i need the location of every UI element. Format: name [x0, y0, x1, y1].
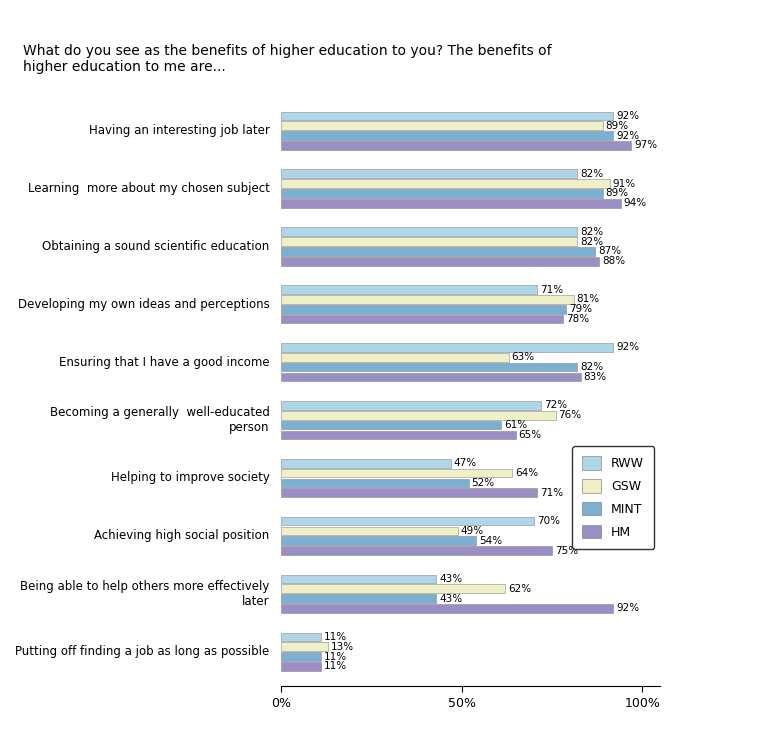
Text: 72%: 72% — [544, 400, 567, 410]
Text: 88%: 88% — [602, 256, 625, 266]
Bar — [281, 170, 577, 178]
Bar — [281, 305, 566, 314]
Text: What do you see as the benefits of higher education to you? The benefits of
high: What do you see as the benefits of highe… — [23, 44, 551, 75]
Bar — [281, 353, 509, 362]
Bar — [281, 604, 613, 613]
Text: 76%: 76% — [559, 410, 581, 420]
Bar — [281, 546, 552, 555]
Bar — [281, 257, 599, 266]
Text: 94%: 94% — [623, 199, 647, 208]
Text: 70%: 70% — [537, 516, 559, 526]
Text: 92%: 92% — [616, 604, 639, 613]
Text: 71%: 71% — [540, 488, 563, 497]
Bar — [281, 537, 476, 545]
Text: 63%: 63% — [512, 352, 534, 362]
Bar — [281, 421, 501, 430]
Bar — [281, 179, 609, 188]
Bar — [281, 373, 581, 382]
Bar — [281, 584, 505, 593]
Bar — [281, 662, 320, 671]
Text: 11%: 11% — [323, 661, 347, 672]
Text: 92%: 92% — [616, 111, 639, 121]
Text: 82%: 82% — [580, 227, 603, 237]
Legend: RWW, GSW, MINT, HM: RWW, GSW, MINT, HM — [572, 446, 654, 548]
Text: 92%: 92% — [616, 342, 639, 353]
Bar — [281, 632, 320, 641]
Bar — [281, 141, 631, 150]
Text: 78%: 78% — [565, 314, 589, 324]
Text: 81%: 81% — [577, 294, 600, 304]
Bar — [281, 314, 562, 323]
Bar — [281, 343, 613, 352]
Text: 11%: 11% — [323, 652, 347, 661]
Text: 62%: 62% — [508, 584, 531, 594]
Text: 47%: 47% — [454, 458, 477, 468]
Text: 91%: 91% — [613, 179, 636, 189]
Bar — [281, 111, 613, 120]
Text: 89%: 89% — [606, 188, 628, 199]
Bar — [281, 199, 621, 207]
Bar — [281, 237, 577, 246]
Text: 75%: 75% — [555, 545, 578, 556]
Text: 82%: 82% — [580, 362, 603, 372]
Bar — [281, 527, 458, 535]
Text: 83%: 83% — [584, 372, 607, 382]
Bar — [281, 459, 451, 468]
Bar — [281, 652, 320, 661]
Text: 11%: 11% — [323, 632, 347, 642]
Bar — [281, 478, 469, 487]
Text: 82%: 82% — [580, 169, 603, 179]
Text: 49%: 49% — [461, 526, 484, 536]
Text: 43%: 43% — [439, 574, 462, 584]
Text: 89%: 89% — [606, 121, 628, 131]
Text: 71%: 71% — [540, 285, 563, 294]
Bar — [281, 363, 577, 371]
Bar — [281, 295, 574, 304]
Bar — [281, 247, 595, 255]
Bar — [281, 401, 541, 410]
Text: 92%: 92% — [616, 131, 639, 141]
Bar — [281, 227, 577, 236]
Bar — [281, 430, 516, 439]
Bar — [281, 575, 436, 583]
Bar — [281, 489, 537, 497]
Bar — [281, 469, 512, 477]
Bar — [281, 122, 603, 130]
Bar — [281, 131, 613, 140]
Text: 61%: 61% — [504, 420, 528, 430]
Bar — [281, 189, 603, 198]
Text: 43%: 43% — [439, 593, 462, 604]
Bar — [281, 642, 328, 651]
Text: 79%: 79% — [569, 304, 592, 314]
Text: 82%: 82% — [580, 236, 603, 246]
Text: 52%: 52% — [471, 478, 495, 488]
Text: 64%: 64% — [515, 468, 538, 478]
Text: 65%: 65% — [518, 430, 542, 440]
Text: 87%: 87% — [598, 246, 622, 256]
Bar — [281, 517, 534, 525]
Bar — [281, 411, 556, 419]
Bar — [281, 285, 537, 294]
Text: 54%: 54% — [479, 536, 502, 546]
Text: 97%: 97% — [635, 140, 657, 151]
Bar — [281, 594, 436, 603]
Text: 13%: 13% — [331, 641, 354, 652]
